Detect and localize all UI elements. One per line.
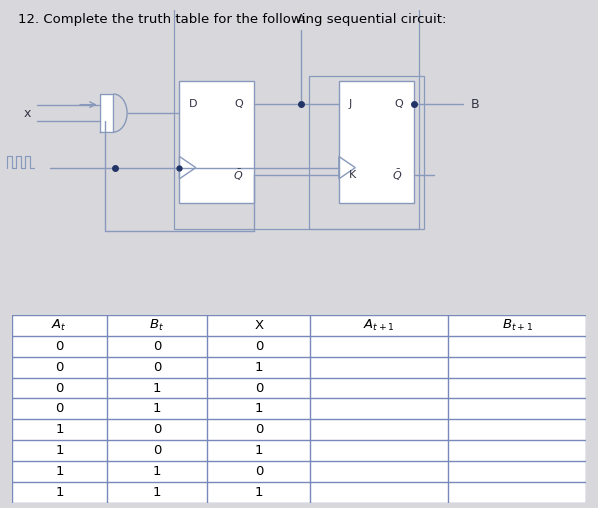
Text: $\bar{Q}$: $\bar{Q}$ [233, 168, 243, 183]
Text: 1: 1 [152, 486, 161, 499]
Polygon shape [100, 94, 114, 132]
Text: B: B [471, 98, 480, 111]
Text: 12. Complete the truth table for the following sequential circuit:: 12. Complete the truth table for the fol… [18, 13, 446, 26]
Text: $\bar{Q}$: $\bar{Q}$ [392, 168, 402, 183]
Text: 1: 1 [55, 444, 63, 457]
Text: 1: 1 [255, 486, 263, 499]
Text: $B_{t}$: $B_{t}$ [150, 318, 164, 333]
Text: D: D [190, 99, 198, 109]
Text: 0: 0 [55, 402, 63, 416]
Text: 0: 0 [255, 423, 263, 436]
Text: $A_{t}$: $A_{t}$ [51, 318, 67, 333]
Text: x: x [24, 107, 31, 119]
Text: 1: 1 [255, 444, 263, 457]
Bar [179, 81, 254, 203]
Bar [339, 81, 414, 203]
Text: Q: Q [394, 99, 402, 109]
Text: J: J [349, 99, 352, 109]
Text: 1: 1 [152, 465, 161, 478]
Text: 1: 1 [255, 402, 263, 416]
Text: 0: 0 [255, 465, 263, 478]
Text: 1: 1 [152, 402, 161, 416]
Text: 1: 1 [152, 382, 161, 395]
Text: A: A [297, 13, 306, 26]
Text: 1: 1 [55, 423, 63, 436]
Text: X: X [254, 319, 263, 332]
Text: K: K [349, 170, 356, 180]
Text: 0: 0 [152, 423, 161, 436]
Text: 0: 0 [255, 340, 263, 353]
Text: 1: 1 [55, 465, 63, 478]
Text: 0: 0 [152, 444, 161, 457]
Bar [175, 5, 419, 229]
Text: 0: 0 [255, 382, 263, 395]
Text: 0: 0 [152, 361, 161, 374]
Text: 0: 0 [152, 340, 161, 353]
Text: 0: 0 [55, 340, 63, 353]
Text: $B_{t+1}$: $B_{t+1}$ [502, 318, 533, 333]
Text: 0: 0 [55, 361, 63, 374]
Text: 0: 0 [55, 382, 63, 395]
Text: 1: 1 [55, 486, 63, 499]
Text: Q: Q [234, 99, 243, 109]
Bar [309, 76, 423, 229]
Text: $A_{t+1}$: $A_{t+1}$ [364, 318, 395, 333]
Text: 1: 1 [255, 361, 263, 374]
